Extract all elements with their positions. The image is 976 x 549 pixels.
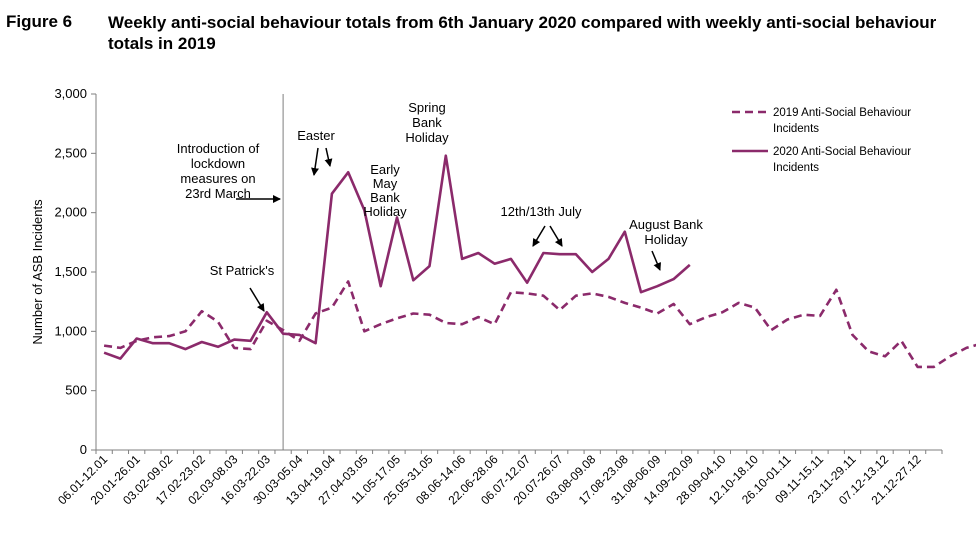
annotation-text: St Patrick's	[210, 263, 275, 278]
figure-label: Figure 6	[6, 12, 73, 31]
y-tick-label: 1,500	[54, 264, 87, 279]
y-tick-label: 3,000	[54, 86, 87, 101]
legend-label: Incidents	[773, 123, 819, 135]
annotation-arrow	[249, 287, 265, 312]
chart-title: Weekly anti-social behaviour totals from…	[108, 13, 937, 53]
legend-label: Incidents	[773, 162, 819, 174]
annotation-text: Easter	[297, 128, 335, 143]
annotation-text: Bank	[370, 190, 400, 205]
annotation-arrow	[549, 225, 563, 247]
y-axis-ticks: 0 500 1,000 1,500 2,000 2,500 3,000	[54, 86, 96, 457]
annotation-text: Spring	[408, 100, 446, 115]
y-tick-label: 1,000	[54, 323, 87, 338]
annotation-text: May	[373, 176, 398, 191]
annotation-text: Holiday	[363, 204, 407, 219]
annotation-arrow	[311, 147, 319, 176]
annotation-text: Holiday	[644, 232, 688, 247]
annotation-text: Introduction of	[177, 141, 260, 156]
y-tick-label: 2,000	[54, 205, 87, 220]
annotation-text: 12th/13th July	[501, 204, 582, 219]
annotation-text: lockdown	[191, 156, 245, 171]
annotation-arrow	[532, 225, 546, 247]
series-2019-line	[103, 280, 976, 369]
annotation-text: Early	[370, 162, 400, 177]
y-tick-label: 500	[65, 383, 87, 398]
legend-label: 2019 Anti-Social Behaviour	[773, 107, 911, 119]
annotation-text: August Bank	[629, 217, 703, 232]
annotation-arrow	[651, 250, 661, 271]
y-axis-label: Number of ASB Incidents	[30, 199, 45, 345]
annotation-arrow	[324, 147, 333, 167]
series-layer	[103, 154, 976, 369]
annotation-text: 23rd March	[185, 186, 251, 201]
x-axis-ticks: 06.01-12.0120.01-26.0103.02-09.0217.02-2…	[55, 450, 943, 507]
annotation-text: Holiday	[405, 130, 449, 145]
annotation-text: Bank	[412, 115, 442, 130]
series-2020-line	[103, 154, 691, 360]
y-tick-label: 2,500	[54, 145, 87, 160]
legend-label: 2020 Anti-Social Behaviour	[773, 146, 911, 158]
y-tick-label: 0	[80, 442, 87, 457]
legend: 2019 Anti-Social Behaviour Incidents 2020 …	[732, 107, 911, 174]
annotation-text: measures on	[180, 171, 255, 186]
